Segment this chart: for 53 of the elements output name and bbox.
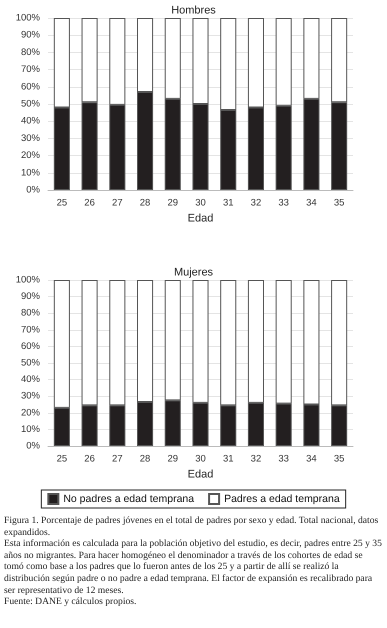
y-tick-label: 0%	[26, 440, 41, 452]
x-tick-label: 32	[250, 198, 262, 208]
x-tick-label: 35	[334, 198, 344, 208]
x-tick-label: 25	[56, 454, 68, 464]
x-tick-label: 28	[140, 198, 150, 208]
y-tick-label: 60%	[20, 81, 41, 92]
legend-label: No padres a edad temprana	[63, 493, 194, 505]
y-tick-label: 20%	[20, 407, 41, 418]
y-tick-label: 0%	[26, 184, 41, 196]
x-tick-label: 27	[112, 454, 123, 464]
y-tick-label: 50%	[20, 98, 41, 110]
x-tick-label: 31	[222, 198, 234, 208]
x-tick-label: 30	[195, 454, 206, 464]
x-tick-label: 29	[167, 454, 178, 464]
x-tick-label: 26	[84, 454, 95, 464]
y-tick-label: 90%	[20, 291, 41, 302]
x-tick-label: 33	[278, 454, 289, 464]
x-tick-label: 31	[222, 454, 234, 464]
x-tick-label: 29	[167, 198, 178, 208]
y-tick-label: 80%	[20, 308, 41, 319]
x-tick-label: 30	[195, 198, 206, 208]
y-tick-label: 100%	[16, 274, 41, 286]
y-tick-label: 70%	[20, 324, 41, 336]
text: Figura 1. Porcentaje de padres jóvenes en el total de padres por sexo y edad. Total nacional, datos expandidos.	[4, 515, 380, 538]
x-tick-label: 33	[278, 198, 289, 208]
x-axis-title: Edad	[188, 468, 214, 480]
legend-label: Padres a edad temprana	[224, 493, 340, 505]
y-tick-label: 40%	[20, 374, 41, 386]
x-tick-label: 27	[112, 198, 123, 208]
chart-title: Mujeres	[174, 266, 214, 278]
y-tick-label: 40%	[20, 116, 41, 127]
y-tick-label: 70%	[20, 64, 41, 76]
y-tick-label: 80%	[20, 46, 41, 58]
x-tick-label: 32	[250, 454, 262, 464]
chart-title: Hombres	[171, 4, 216, 16]
y-tick-label: 20%	[20, 150, 41, 162]
x-tick-label: 34	[306, 454, 317, 464]
y-tick-label: 30%	[20, 132, 41, 144]
y-tick-label: 30%	[20, 390, 41, 402]
y-tick-label: 10%	[20, 424, 41, 435]
text: Esta información es calculada para la población objetivo del estudio, es decir, padres entre 25 y 35 años no migrantes. Para hacer homogéneo el denominador a través de los cohortes de edad se tomó como base a los padres que lo fueron antes de los 25 y a partir de allí se realizó la distribución según padre o no padre a edad temprana. El factor de expansión es recalibrado para ser representativo de 12 meses.	[4, 538, 383, 596]
source-note: Fuente: DANE y cálculos propios.	[4, 596, 138, 608]
x-tick-label: 28	[140, 454, 150, 464]
y-tick-label: 60%	[20, 340, 41, 352]
y-tick-label: 90%	[20, 30, 41, 41]
x-tick-label: 35	[334, 454, 344, 464]
x-tick-label: 26	[84, 198, 95, 208]
x-tick-label: 25	[56, 198, 68, 208]
y-tick-label: 100%	[16, 12, 41, 24]
x-tick-label: 34	[306, 198, 317, 208]
y-tick-label: 10%	[20, 167, 41, 178]
y-tick-label: 50%	[20, 358, 41, 368]
x-axis-title: Edad	[188, 212, 214, 224]
